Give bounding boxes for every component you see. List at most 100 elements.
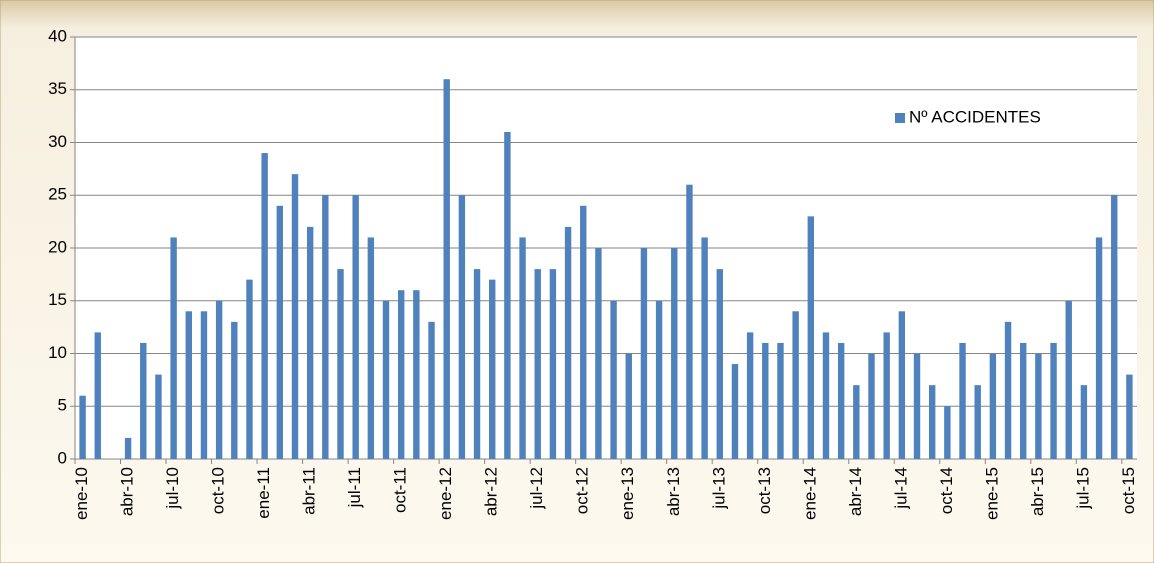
bar [837, 342, 845, 459]
bar [792, 311, 799, 459]
x-tick-label: abr-11 [300, 467, 319, 515]
bar [913, 353, 921, 459]
x-tick-label: abr-13 [664, 467, 683, 516]
bar [928, 385, 936, 459]
bar [762, 342, 769, 459]
x-tick-label: jul-10 [163, 467, 182, 510]
bar [443, 79, 450, 459]
bar [473, 269, 481, 459]
bar [124, 437, 132, 459]
x-tick-label: ene-12 [436, 467, 455, 520]
x-tick-label: jul-15 [1073, 467, 1092, 510]
x-tick-label: oct-11 [391, 467, 410, 513]
x-tick-label: oct-12 [573, 467, 592, 514]
bar [898, 311, 906, 459]
x-tick-label: jul-14 [891, 467, 910, 510]
y-tick-label: 25 [48, 185, 67, 204]
bar [807, 216, 815, 459]
x-tick-label: abr-14 [846, 467, 865, 516]
bar [458, 195, 466, 459]
x-tick-label: abr-10 [118, 467, 137, 516]
bar [382, 300, 390, 459]
bar [989, 353, 997, 459]
bar [261, 153, 268, 460]
bar [413, 290, 420, 459]
legend-swatch [895, 113, 905, 123]
y-tick-label: 5 [58, 396, 67, 415]
bar [155, 374, 162, 459]
bar [504, 131, 511, 459]
bar [564, 226, 572, 459]
y-tick-label: 15 [48, 290, 67, 309]
x-tick-label: ene-10 [72, 467, 91, 520]
bar [215, 300, 223, 459]
bar [974, 385, 981, 459]
bar [428, 321, 435, 459]
y-tick-label: 30 [48, 132, 67, 151]
bar [1050, 342, 1057, 459]
bar [352, 195, 359, 459]
bar [1004, 321, 1012, 459]
x-tick-label: oct-10 [209, 467, 228, 514]
bar [322, 195, 329, 459]
bar [337, 269, 344, 459]
bar [246, 279, 253, 459]
bar [306, 226, 314, 459]
bar [291, 174, 299, 459]
bar [701, 237, 708, 459]
bar [489, 279, 496, 459]
bar [868, 353, 875, 459]
bar [716, 269, 723, 459]
bar [686, 184, 693, 459]
bar [519, 237, 526, 459]
bar [140, 342, 147, 459]
bar [231, 321, 238, 459]
bar [200, 311, 208, 459]
bar [276, 205, 284, 459]
bar [671, 248, 678, 459]
y-tick-label: 0 [58, 448, 67, 467]
bar [549, 269, 557, 459]
y-tick-label: 35 [48, 79, 67, 98]
x-tick-label: jul-13 [709, 467, 728, 510]
y-tick-label: 10 [48, 343, 67, 362]
x-tick-label: jul-11 [345, 467, 364, 508]
bar [777, 342, 784, 459]
bar [853, 385, 860, 459]
bar [731, 364, 739, 459]
y-tick-label: 20 [48, 237, 67, 256]
bar [822, 332, 830, 459]
bar [595, 248, 602, 459]
x-tick-label: ene-13 [618, 467, 637, 520]
bar [170, 237, 177, 459]
bar [1035, 353, 1042, 459]
bar [1065, 300, 1072, 459]
bar [94, 332, 101, 459]
x-tick-label: ene-15 [982, 467, 1001, 520]
bar [959, 342, 966, 459]
bar [1126, 374, 1133, 459]
x-tick-label: oct-13 [755, 467, 774, 514]
x-tick-label: abr-12 [482, 467, 501, 516]
bar [655, 300, 663, 459]
x-tick-label: ene-14 [800, 467, 819, 520]
bar [397, 290, 405, 459]
legend-label: Nº ACCIDENTES [909, 107, 1041, 126]
bar [185, 311, 192, 459]
x-tick-label: oct-14 [937, 467, 956, 514]
bar [580, 205, 587, 459]
bar [534, 269, 541, 459]
x-tick-label: jul-12 [527, 467, 546, 510]
x-tick-label: ene-11 [254, 467, 273, 519]
bar [1111, 195, 1118, 459]
bar [367, 237, 375, 459]
bar [625, 353, 632, 459]
bar [883, 332, 890, 459]
bar [1020, 342, 1027, 459]
y-tick-label: 40 [48, 26, 67, 45]
x-tick-label: abr-15 [1028, 467, 1047, 516]
bar [1095, 237, 1103, 459]
bar [79, 395, 86, 459]
bar [640, 248, 648, 459]
